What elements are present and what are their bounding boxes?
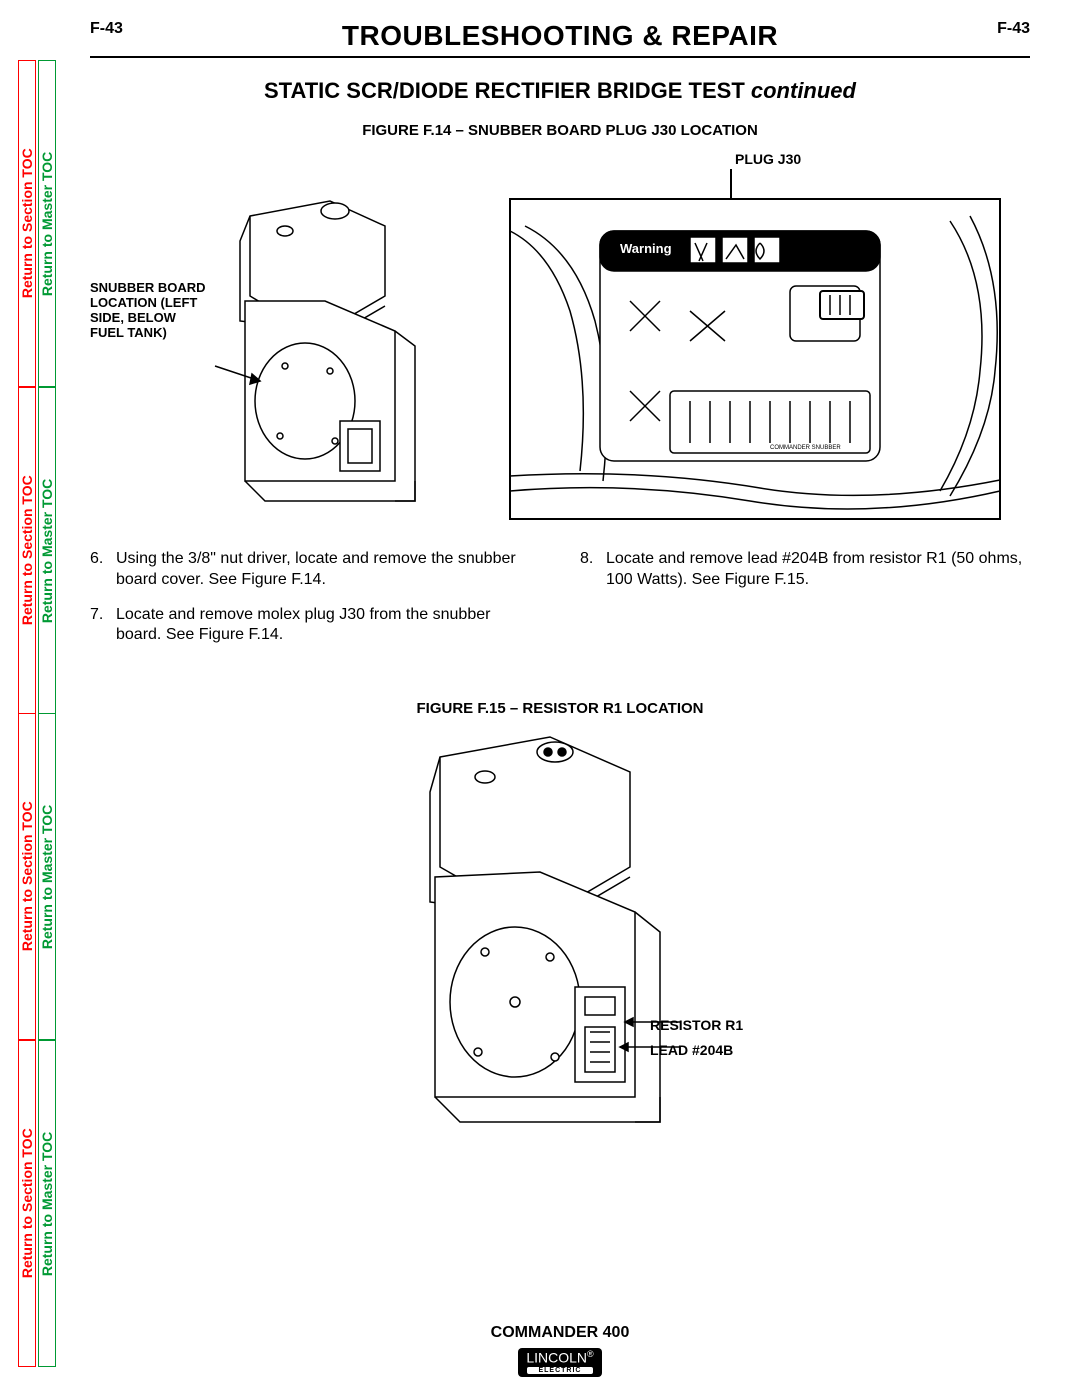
step-8: 8. Locate and remove lead #204B from res…: [580, 549, 1030, 591]
figure-f14-diagram: Warning COMMANDER SNUBBER: [130, 191, 1010, 531]
return-master-toc-link[interactable]: Return to Master TOC: [39, 388, 55, 713]
step-number: 8.: [580, 549, 606, 591]
step-text: Locate and remove lead #204B from resist…: [606, 549, 1030, 591]
logo-text: LINCOLN: [526, 1350, 587, 1366]
figure-f14-caption: FIGURE F.14 – SNUBBER BOARD PLUG J30 LOC…: [90, 122, 1030, 139]
product-name: COMMANDER 400: [90, 1324, 1030, 1342]
registered-mark: ®: [587, 1349, 594, 1359]
test-subtitle: STATIC SCR/DIODE RECTIFIER BRIDGE TEST c…: [90, 78, 1030, 104]
figure-f15-caption: FIGURE F.15 – RESISTOR R1 LOCATION: [90, 700, 1030, 717]
lincoln-logo: LINCOLN® ELECTRIC: [518, 1348, 601, 1377]
subtitle-continued: continued: [751, 78, 856, 103]
page-footer: COMMANDER 400 LINCOLN® ELECTRIC: [90, 1324, 1030, 1377]
logo-subtext: ELECTRIC: [526, 1366, 593, 1375]
svg-text:COMMANDER SNUBBER: COMMANDER SNUBBER: [770, 445, 841, 451]
return-master-toc-link[interactable]: Return to Master TOC: [39, 714, 55, 1039]
figure-f15-diagram: [350, 727, 710, 1127]
page-number-right: F-43: [997, 20, 1030, 38]
section-title: TROUBLESHOOTING & REPAIR: [123, 20, 997, 52]
resistor-r1-label: RESISTOR R1: [650, 1017, 743, 1033]
side-nav-tabs: Return to Section TOC Return to Section …: [18, 60, 58, 1367]
step-7: 7. Locate and remove molex plug J30 from…: [90, 605, 540, 647]
step-text: Locate and remove molex plug J30 from th…: [116, 605, 540, 647]
subtitle-main: STATIC SCR/DIODE RECTIFIER BRIDGE TEST: [264, 78, 751, 103]
step-text: Using the 3/8" nut driver, locate and re…: [116, 549, 540, 591]
page-header: F-43 TROUBLESHOOTING & REPAIR F-43: [90, 20, 1030, 52]
return-master-toc-link[interactable]: Return to Master TOC: [39, 61, 55, 386]
page-content: F-43 TROUBLESHOOTING & REPAIR F-43 STATI…: [90, 20, 1030, 1377]
warning-label: Warning: [620, 241, 672, 256]
figure-f15: RESISTOR R1 LEAD #204B: [90, 727, 1030, 1147]
step-number: 7.: [90, 605, 116, 647]
return-section-toc-link[interactable]: Return to Section TOC: [19, 61, 35, 386]
return-section-toc-link[interactable]: Return to Section TOC: [19, 388, 35, 713]
return-section-toc-link[interactable]: Return to Section TOC: [19, 1041, 35, 1366]
section-toc-column: Return to Section TOC Return to Section …: [18, 60, 36, 1367]
steps-right-column: 8. Locate and remove lead #204B from res…: [580, 549, 1030, 660]
master-toc-column: Return to Master TOC Return to Master TO…: [38, 60, 56, 1367]
plug-j30-label: PLUG J30: [735, 151, 801, 167]
header-rule: [90, 56, 1030, 58]
return-section-toc-link[interactable]: Return to Section TOC: [19, 714, 35, 1039]
lead-204b-label: LEAD #204B: [650, 1042, 733, 1058]
step-number: 6.: [90, 549, 116, 591]
page-number-left: F-43: [90, 20, 123, 38]
step-6: 6. Using the 3/8" nut driver, locate and…: [90, 549, 540, 591]
return-master-toc-link[interactable]: Return to Master TOC: [39, 1041, 55, 1366]
steps-left-column: 6. Using the 3/8" nut driver, locate and…: [90, 549, 540, 660]
procedure-steps: 6. Using the 3/8" nut driver, locate and…: [90, 549, 1030, 660]
figure-f14: PLUG J30 SNUBBER BOARD LOCATION (LEFT SI…: [90, 151, 1030, 531]
